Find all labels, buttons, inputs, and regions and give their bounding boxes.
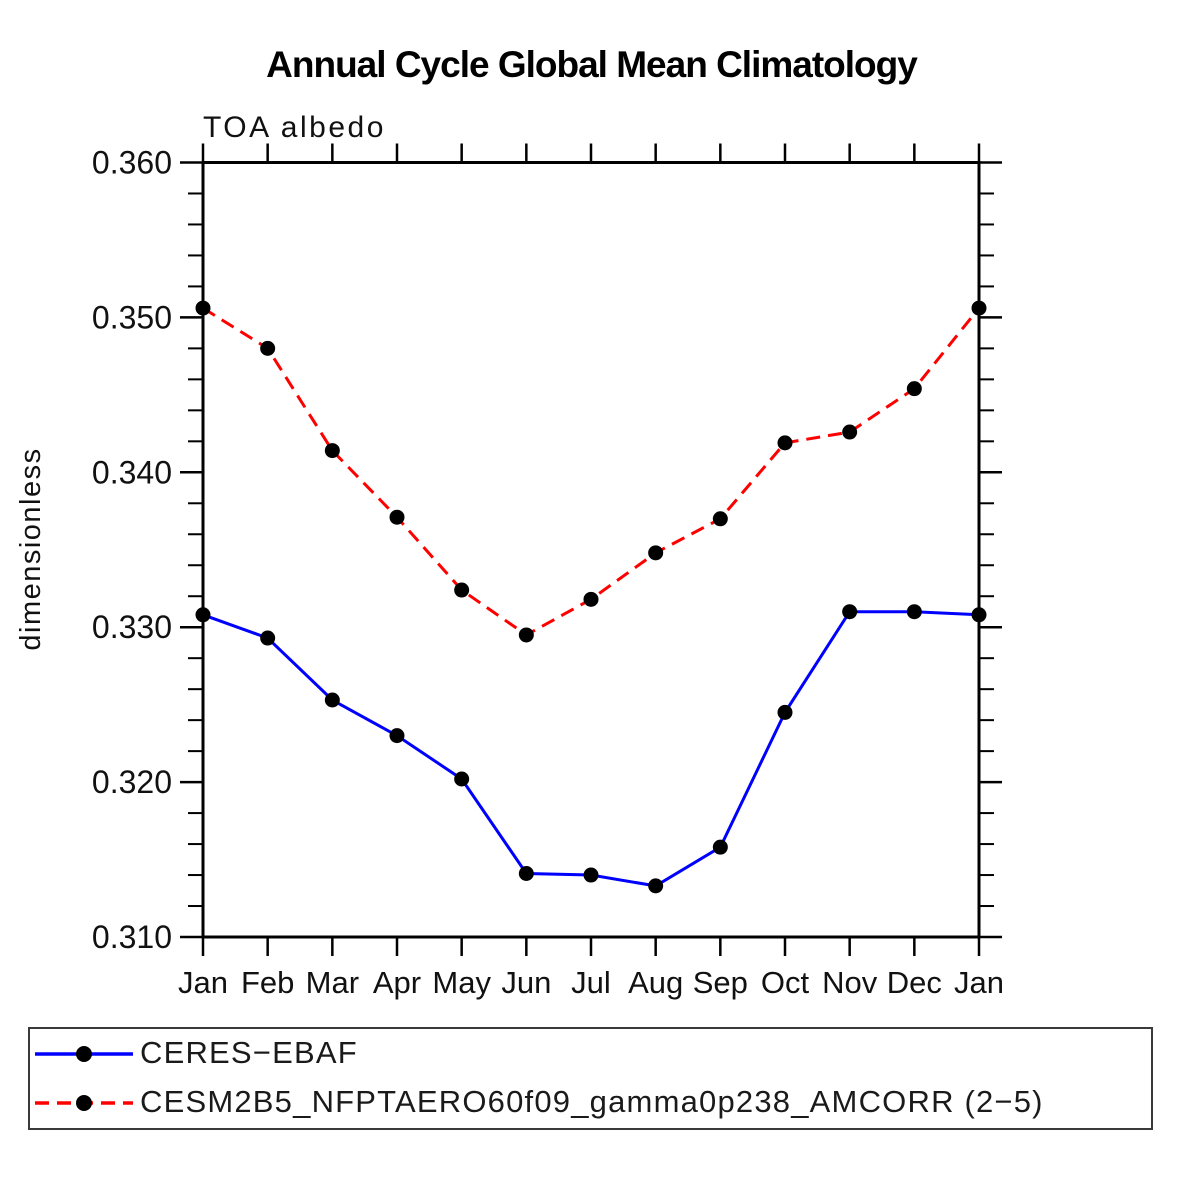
data-point-marker — [648, 878, 664, 894]
data-point-marker — [906, 381, 922, 397]
x-tick-label: Nov — [822, 965, 878, 1000]
y-axis-label: dimensionless — [15, 447, 47, 650]
data-point-marker — [712, 839, 728, 855]
x-tick-label: Aug — [628, 965, 683, 1000]
data-point-marker — [454, 771, 470, 787]
data-point-marker — [518, 865, 534, 881]
x-tick-label: Oct — [761, 965, 810, 1000]
data-point-marker — [712, 511, 728, 527]
data-point-marker — [195, 300, 211, 316]
legend-sample-marker — [76, 1046, 92, 1063]
data-point-marker — [971, 607, 987, 623]
data-point-marker — [777, 704, 793, 720]
data-point-marker — [518, 627, 534, 643]
x-tick-label: Sep — [693, 965, 748, 1000]
data-point-marker — [389, 728, 405, 744]
series-line-0 — [202, 610, 980, 888]
data-point-marker — [260, 630, 276, 646]
y-tick-label: 0.320 — [92, 764, 172, 800]
x-tick-label: Mar — [306, 965, 359, 1000]
series-line-1 — [202, 306, 981, 637]
data-point-marker — [971, 300, 987, 316]
data-point-marker — [389, 509, 405, 525]
legend-sample-marker — [76, 1094, 92, 1111]
legend-line-sample-ceres-ebaf — [35, 1046, 133, 1063]
x-tick-label: Jul — [571, 965, 611, 1000]
x-tick-label: Dec — [887, 965, 942, 1000]
legend-line-sample-cesm2b5 — [35, 1094, 133, 1111]
x-tick-label: Apr — [373, 965, 421, 1000]
x-tick-label: May — [432, 965, 491, 1000]
data-point-marker — [842, 604, 858, 620]
plot-subtitle: TOA albedo — [203, 111, 386, 144]
y-tick-label: 0.340 — [92, 454, 172, 490]
data-point-marker — [324, 443, 340, 459]
chart-title: Annual Cycle Global Mean Climatology — [266, 44, 918, 85]
plot-area: TOA albedo dimensionless 0.310 0.320 0.330 0.… — [15, 111, 1004, 1000]
x-tick-label: Jan — [954, 965, 1004, 1000]
x-tick-label: Feb — [241, 965, 294, 1000]
data-point-marker — [583, 867, 599, 883]
x-tick-label: Jun — [501, 965, 551, 1000]
y-tick-label: 0.310 — [92, 919, 172, 955]
data-point-marker — [260, 340, 276, 356]
y-tick-label: 0.350 — [92, 299, 172, 335]
data-point-marker — [195, 607, 211, 623]
y-tick-label: 0.360 — [92, 145, 172, 181]
legend-entry-ceres-ebaf: CERES−EBAF — [34, 1031, 1151, 1077]
data-point-marker — [777, 435, 793, 451]
legend-entry-cesm2b5: CESM2B5_NFPTAERO60f09_gamma0p238_AMCORR … — [34, 1080, 1151, 1126]
data-point-marker — [906, 604, 922, 620]
data-point-marker — [842, 424, 858, 440]
legend-label-cesm2b5: CESM2B5_NFPTAERO60f09_gamma0p238_AMCORR … — [140, 1083, 1044, 1119]
legend-label-ceres-ebaf: CERES−EBAF — [140, 1035, 358, 1071]
y-tick-label: 0.330 — [92, 609, 172, 645]
data-point-marker — [454, 582, 470, 598]
data-point-marker — [583, 591, 599, 607]
plot-frame — [201, 161, 981, 939]
x-tick-label: Jan — [178, 965, 228, 1000]
data-point-marker — [324, 692, 340, 708]
data-point-marker — [648, 545, 664, 561]
legend-box: CERES−EBAF CESM2B5_NFPTAERO60f09_gamma0p… — [28, 1027, 1153, 1130]
